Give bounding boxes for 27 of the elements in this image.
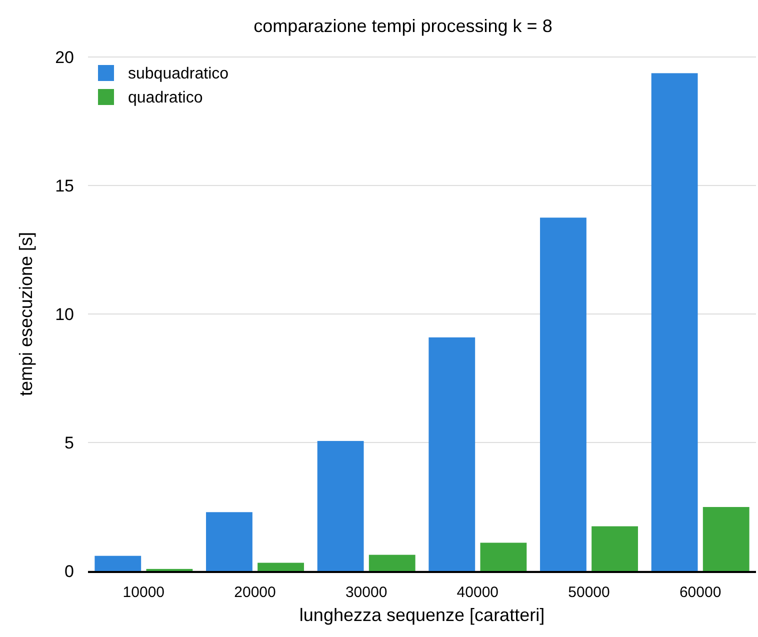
legend-label: subquadratico — [128, 66, 229, 83]
bar — [368, 554, 416, 571]
y-tick-label: 15 — [55, 176, 74, 196]
legend-label: quadratico — [128, 90, 203, 107]
bar — [592, 526, 638, 571]
x-tick-label: 40000 — [456, 584, 499, 601]
bar — [94, 556, 142, 571]
bar — [540, 218, 586, 571]
bar — [317, 440, 364, 571]
y-tick-label: 5 — [64, 433, 74, 452]
x-tick-label: 50000 — [568, 584, 610, 601]
bar — [702, 507, 750, 571]
x-tick-label: 30000 — [345, 584, 388, 601]
bar — [428, 337, 476, 571]
y-axis-title: tempi esecuzione [s] — [16, 232, 36, 396]
x-tick-label: 20000 — [234, 584, 276, 601]
x-axis-title: lunghezza sequenze [caratteri] — [299, 605, 545, 625]
x-tick-label: 60000 — [679, 584, 722, 601]
y-tick-label: 10 — [55, 304, 74, 324]
chart-title: comparazione tempi processing k = 8 — [254, 16, 552, 36]
y-tick-label: 0 — [64, 562, 74, 581]
bar — [206, 512, 252, 571]
bar — [480, 542, 527, 571]
bar — [651, 73, 698, 571]
x-tick-label: 10000 — [122, 584, 165, 601]
bar — [258, 562, 304, 571]
y-tick-label: 20 — [55, 48, 74, 67]
